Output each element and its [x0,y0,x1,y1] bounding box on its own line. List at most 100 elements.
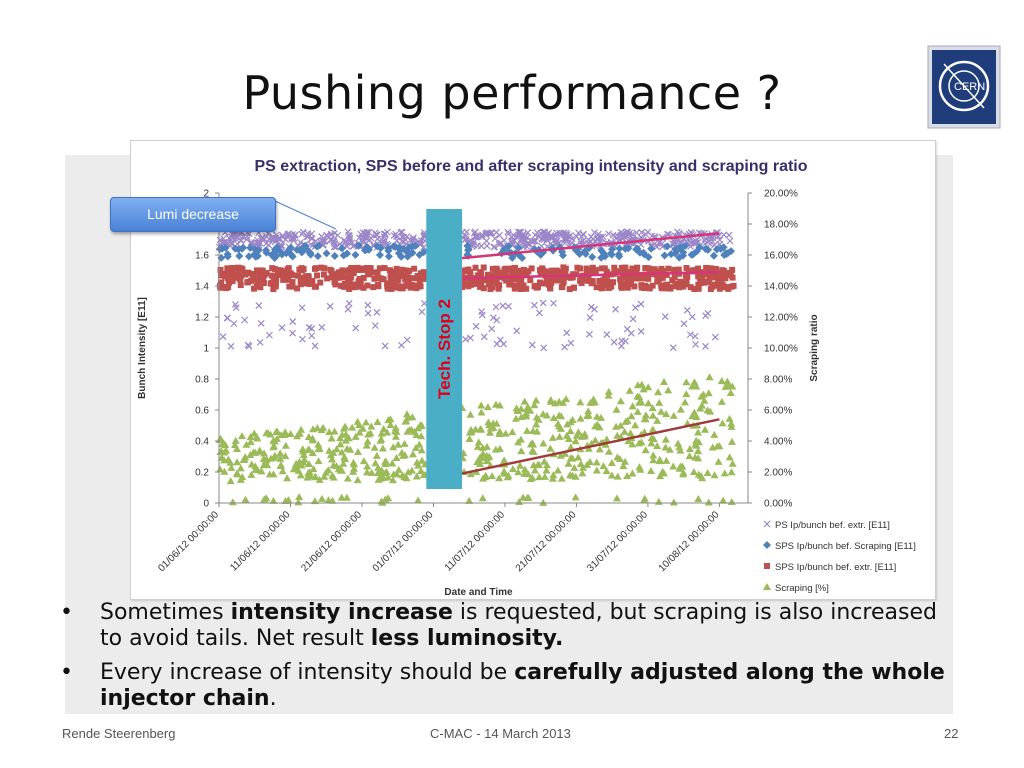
scraping-point [633,407,642,415]
sps-before-scraping-point [663,242,672,251]
sps-before-scraping-point [287,250,296,259]
scraping-point [495,427,504,435]
scraping-point [710,430,719,438]
scraping-point [639,385,648,393]
sps-before-extr-point [371,269,378,276]
scraping-point [576,398,585,406]
y2-tick-label: 4.00% [764,437,792,448]
sps-before-extr-point [250,285,257,292]
scraping-point [269,470,278,478]
ps-outlier-point [245,342,253,350]
sps-before-extr-point [512,276,519,283]
scraping-point [501,429,510,437]
svg-text:CERN: CERN [954,81,985,93]
sps-before-extr-point [545,277,552,284]
legend-marker [763,541,771,549]
y2-tick-label: 6.00% [764,406,792,417]
scraping-point [664,386,673,394]
sps-before-extr-point [250,272,257,279]
scraping-point [637,398,646,406]
scraping-point [216,465,225,473]
scraping-point [682,378,691,386]
scraping-point [612,405,621,413]
scraping-point [656,472,665,480]
sps-before-extr-point [574,264,581,271]
bullet-text: Sometimes [100,600,231,625]
scraping-point [727,468,736,476]
ps-point [482,231,490,238]
y-tick-label: 0.2 [195,468,209,479]
scraping-point [362,441,371,449]
footer-author: Rende Steerenberg [62,726,176,741]
ps-outlier-point [373,308,381,316]
sps-before-extr-point [725,285,732,292]
scraping-point [250,429,259,437]
sps-before-scraping-point [411,241,420,250]
sps-before-extr-point [537,279,544,286]
sps-before-extr-point [665,265,672,272]
scraping-point [696,471,705,479]
ps-point [346,234,354,242]
sps-before-extr-point [608,283,615,290]
scraping-point [477,425,486,433]
sps-before-scraping-point [644,253,653,262]
ps-point [702,234,710,242]
scraping-point [293,432,302,440]
scraping-point [533,427,542,435]
ps-point [575,229,582,237]
scraping-point [412,431,421,439]
scraping-point [400,439,409,447]
scraping-point [373,469,382,477]
ps-point [230,230,238,238]
y2-tick-label: 12.00% [764,313,798,324]
scraping-point [539,439,548,447]
sps-before-extr-point [634,275,641,282]
chart-title: PS extraction, SPS before and after scra… [254,158,807,175]
sps-before-extr-point [705,279,712,286]
scraping-point [341,430,350,438]
scraping-point [520,465,529,473]
x-tick-label: 21/07/12 00:00:00 [514,509,579,574]
sps-before-extr-point [303,277,310,284]
legend-marker [764,563,770,569]
scraping-point [549,471,558,479]
sps-before-extr-point [639,275,646,282]
scraping-point [465,496,474,504]
scraping-point [308,449,317,457]
scraping-point [574,453,583,461]
ps-outlier-point [364,301,372,309]
sps-before-extr-point [224,265,231,272]
legend-label: PS Ip/bunch bef. extr. [E11] [775,520,890,531]
ps-point [659,243,666,251]
sps-before-extr-point [482,277,489,284]
scraping-point [701,425,710,433]
sps-before-extr-point [533,284,540,291]
scraping-point [661,435,670,443]
scraping-point [522,412,531,420]
x-tick-label: 31/07/12 00:00:00 [585,509,650,574]
scraping-point [286,429,295,437]
sps-before-extr-point [405,275,412,282]
scraping-point [325,428,334,436]
y2-tick-label: 18.00% [764,220,798,231]
sps-before-extr-point [596,277,603,284]
scraping-point [413,424,422,432]
scraping-point [703,406,712,414]
scraping-point [351,432,360,440]
sps-before-extr-point [548,267,555,274]
sps-before-extr-point [695,285,702,292]
scraping-point [607,459,616,467]
scraping-point [260,495,269,503]
scraping-point [646,467,655,475]
ps-outlier-point [478,311,486,319]
sps-before-extr-point [727,270,734,277]
scraping-point [474,438,483,446]
y-tick-label: 0.4 [195,437,209,448]
y-tick-label: 1 [203,344,209,355]
sps-before-extr-point [224,270,231,277]
scraping-point [727,422,736,430]
scraping-point [481,473,490,481]
tech-stop-label: Tech. Stop 2 [435,299,454,399]
sps-before-extr-point [583,265,590,272]
scraping-point [374,463,383,471]
